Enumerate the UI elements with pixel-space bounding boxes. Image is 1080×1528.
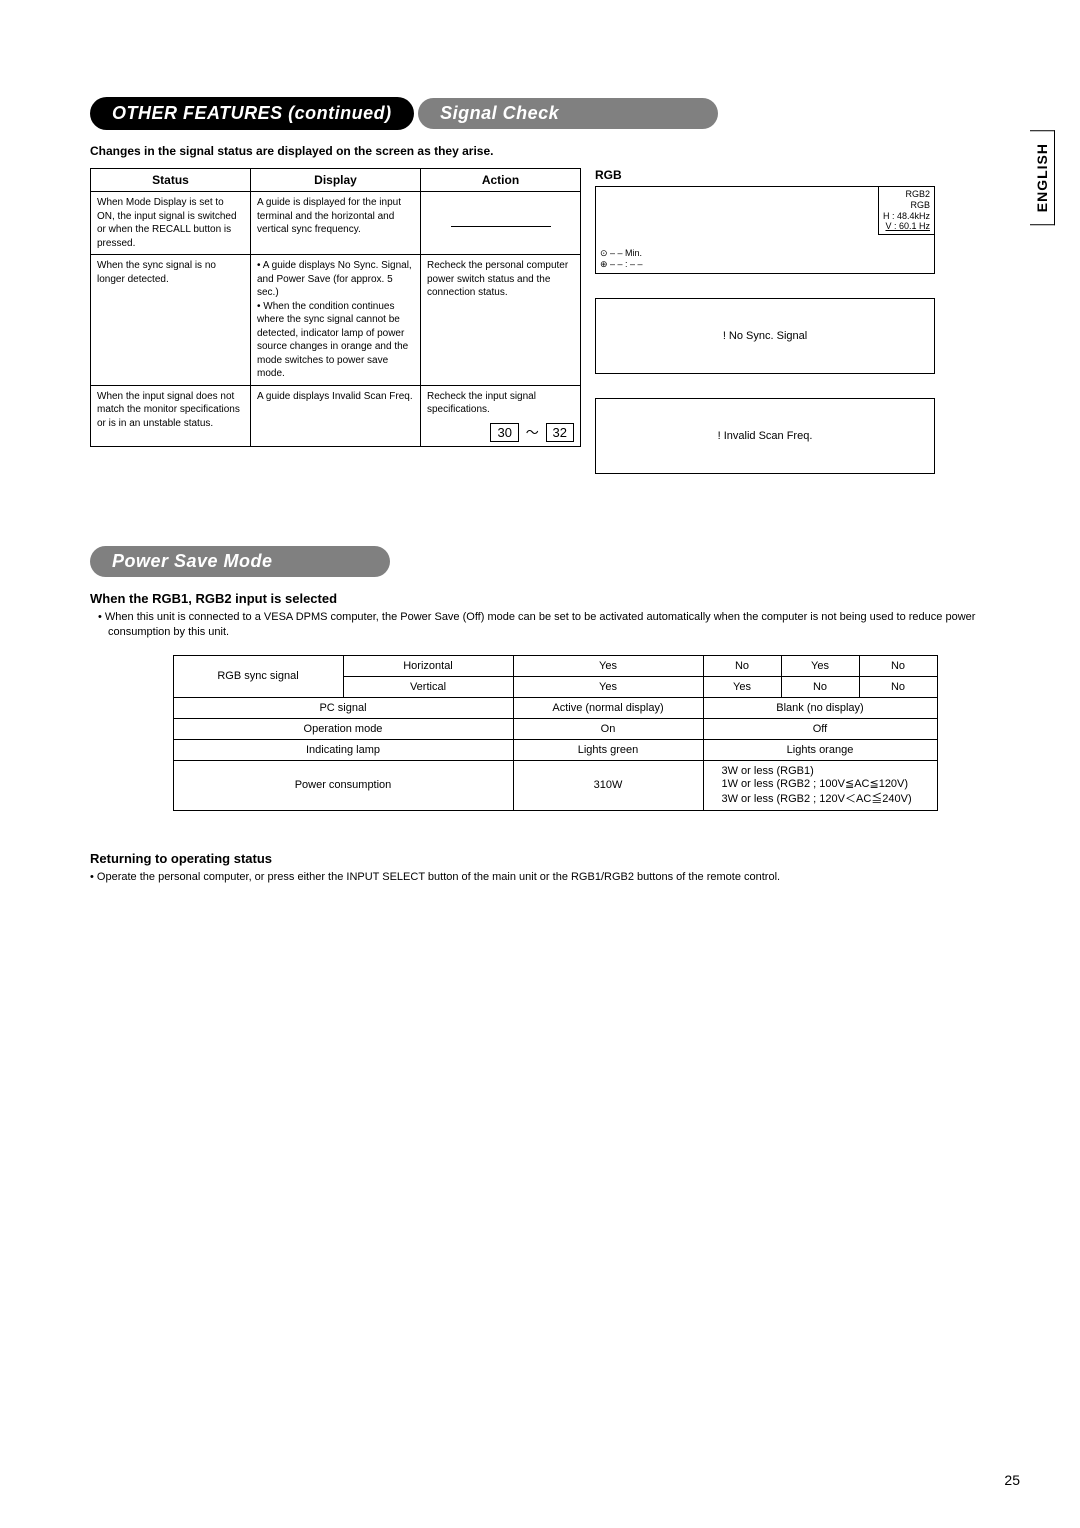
tilde-icon: ～ xyxy=(522,424,543,442)
action-line-icon xyxy=(451,226,551,227)
power-save-table: RGB sync signal Horizontal Yes No Yes No… xyxy=(173,655,938,811)
table-row: When the sync signal is no longer detect… xyxy=(91,255,581,386)
invalid-scan-text: ! Invalid Scan Freq. xyxy=(596,399,934,473)
cell: Indicating lamp xyxy=(173,739,513,760)
rgb-line: RGB2 xyxy=(883,189,930,200)
table-row: When the input signal does not match the… xyxy=(91,385,581,447)
th-display: Display xyxy=(251,169,421,192)
signal-status-table: Status Display Action When Mode Display … xyxy=(90,168,581,447)
table-row: When Mode Display is set to ON, the inpu… xyxy=(91,192,581,255)
cell: Operation mode xyxy=(173,718,513,739)
cell-display: A guide displays No Sync. Signal, and Po… xyxy=(251,255,421,386)
display-bullet: When the condition continues where the s… xyxy=(257,300,414,381)
rgb-guide-box: RGB2 RGB H : 48.4kHz V : 60.1 Hz ⊙ – – M… xyxy=(595,186,935,274)
cell: No xyxy=(859,655,937,676)
cell-status: When the input signal does not match the… xyxy=(91,385,251,447)
signal-check-heading: Signal Check xyxy=(418,98,718,129)
cell-action xyxy=(421,192,581,255)
language-tab: ENGLISH xyxy=(1030,130,1055,225)
rgb-label: RGB xyxy=(595,168,1020,182)
cell-display: A guide is displayed for the input termi… xyxy=(251,192,421,255)
cell: 310W xyxy=(513,760,703,810)
cell: Yes xyxy=(513,655,703,676)
rgb-line: H : 48.4kHz xyxy=(883,211,930,222)
power-save-bullet: • When this unit is connected to a VESA … xyxy=(90,610,1020,641)
cell-display: A guide displays Invalid Scan Freq. xyxy=(251,385,421,447)
cell: Lights orange xyxy=(703,739,937,760)
cell: RGB sync signal xyxy=(173,655,343,697)
cell: Active (normal display) xyxy=(513,697,703,718)
page-number: 25 xyxy=(1004,1472,1020,1488)
cell: No xyxy=(703,655,781,676)
cell: Yes xyxy=(781,655,859,676)
cell: Yes xyxy=(513,676,703,697)
cell: 3W or less (RGB1) 1W or less (RGB2 ; 100… xyxy=(703,760,937,810)
rgb-bottom-line: ⊕ – – : – – xyxy=(600,259,643,271)
cell: Yes xyxy=(703,676,781,697)
cell: Lights green xyxy=(513,739,703,760)
no-sync-text: ! No Sync. Signal xyxy=(596,299,934,373)
main-heading: OTHER FEATURES (continued) xyxy=(90,97,414,130)
cell-status: When the sync signal is no longer detect… xyxy=(91,255,251,386)
range-from: 30 xyxy=(490,423,518,443)
cell: Horizontal xyxy=(343,655,513,676)
cell: Vertical xyxy=(343,676,513,697)
cell-action: Recheck the input signal specifications.… xyxy=(421,385,581,447)
no-sync-box: ! No Sync. Signal xyxy=(595,298,935,374)
display-bullet: A guide displays No Sync. Signal, and Po… xyxy=(257,259,414,300)
rgb-line: V : 60.1 Hz xyxy=(883,221,930,232)
range-boxes: 30 ～ 32 xyxy=(427,423,574,443)
th-status: Status xyxy=(91,169,251,192)
range-to: 32 xyxy=(546,423,574,443)
rgb-line: RGB xyxy=(883,200,930,211)
cell-status: When Mode Display is set to ON, the inpu… xyxy=(91,192,251,255)
cell: PC signal xyxy=(173,697,513,718)
power-save-subheading: When the RGB1, RGB2 input is selected xyxy=(90,591,1020,606)
rgb-bottom-line: ⊙ – – Min. xyxy=(600,248,643,260)
cell: No xyxy=(859,676,937,697)
cell: No xyxy=(781,676,859,697)
th-action: Action xyxy=(421,169,581,192)
action-text: Recheck the input signal specifications. xyxy=(427,391,536,416)
invalid-scan-box: ! Invalid Scan Freq. xyxy=(595,398,935,474)
power-save-heading: Power Save Mode xyxy=(90,546,390,577)
cell: Blank (no display) xyxy=(703,697,937,718)
return-bullet: • Operate the personal computer, or pres… xyxy=(90,870,1020,885)
return-heading: Returning to operating status xyxy=(90,851,1020,866)
cell-action: Recheck the personal computer power swit… xyxy=(421,255,581,386)
cell: On xyxy=(513,718,703,739)
cell: Power consumption xyxy=(173,760,513,810)
signal-check-intro: Changes in the signal status are display… xyxy=(90,144,1020,158)
cell: Off xyxy=(703,718,937,739)
